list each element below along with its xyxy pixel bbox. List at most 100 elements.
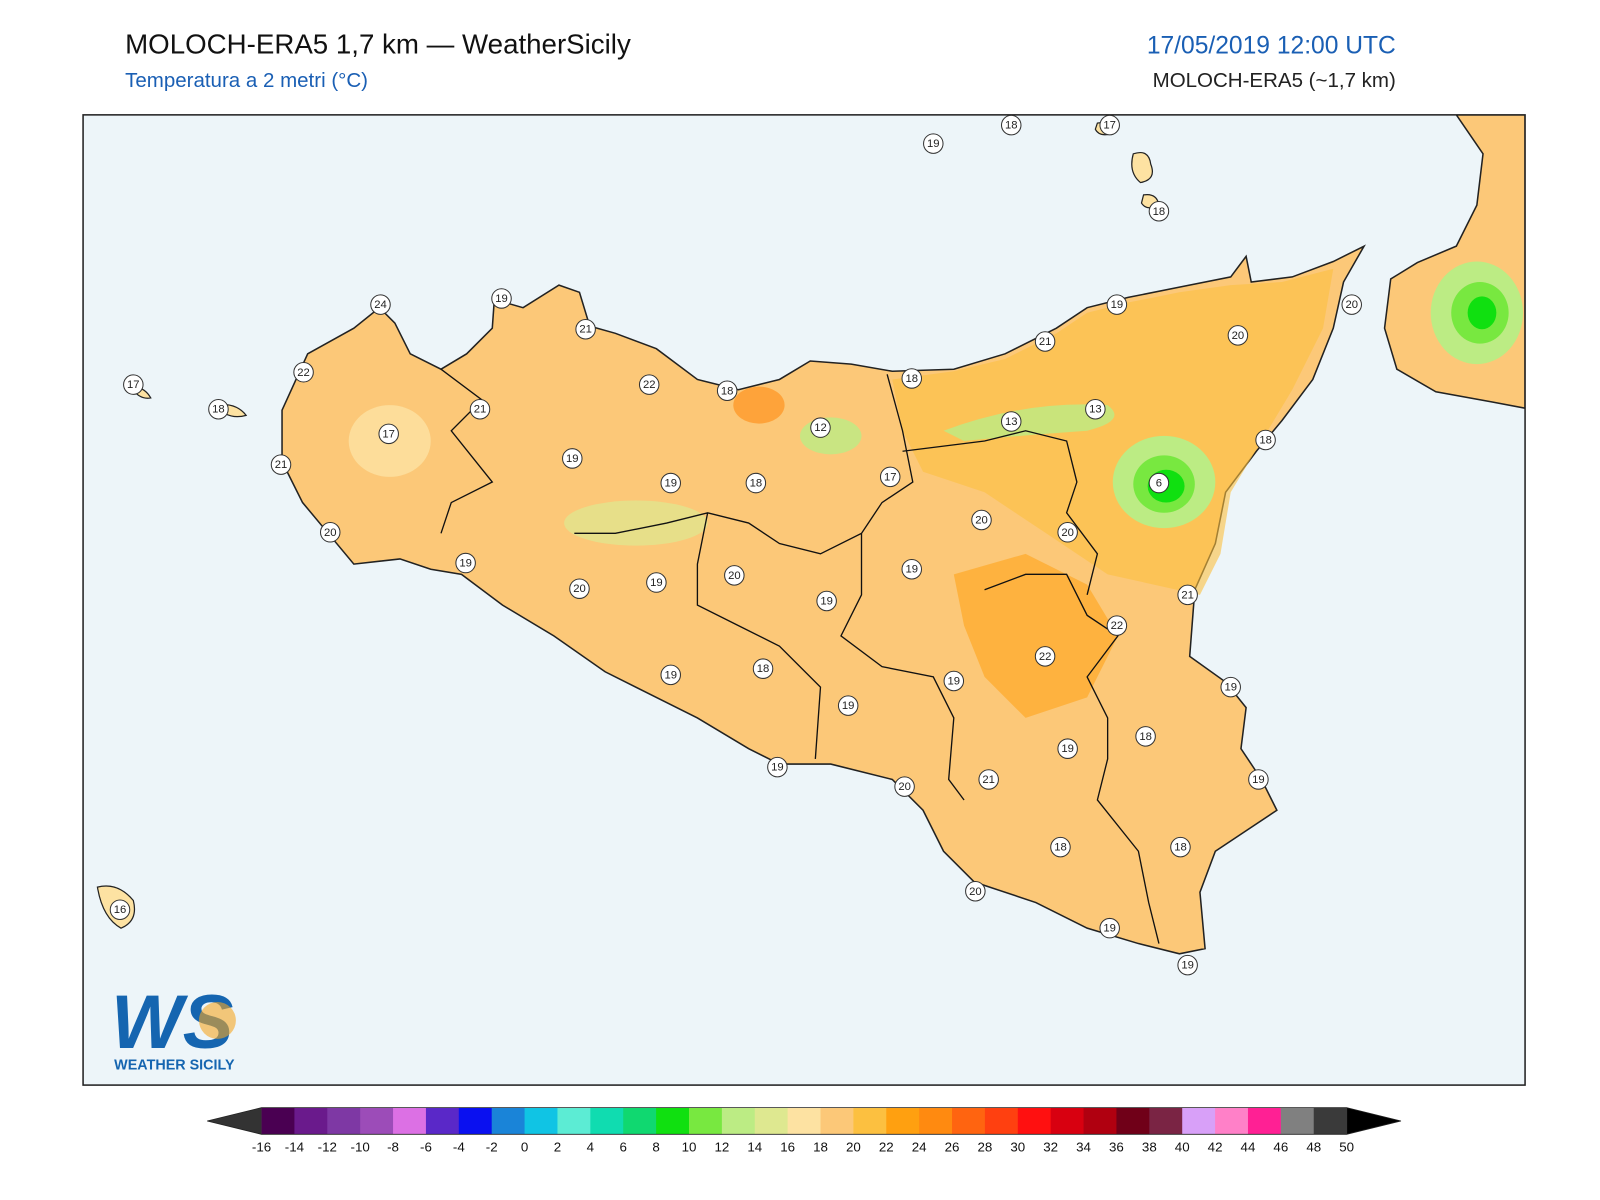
station: 18 [208, 398, 229, 420]
station-value: 18 [1174, 842, 1187, 854]
station: 18 [1255, 429, 1276, 451]
station-marker [1177, 954, 1198, 976]
station: 17 [1099, 114, 1120, 136]
station-value: 6 [1156, 478, 1162, 490]
station-value: 13 [1089, 404, 1102, 416]
station: 21 [1177, 584, 1198, 606]
station-marker [378, 423, 399, 445]
station: 22 [1034, 646, 1056, 667]
station: 20 [724, 565, 745, 586]
station: 20 [1057, 522, 1078, 543]
station-value: 19 [495, 293, 508, 305]
colorbar-tick-label: -2 [486, 1140, 498, 1155]
colorbar-segment [1280, 1107, 1315, 1135]
station-value: 19 [1061, 743, 1074, 755]
station-value: 21 [1039, 336, 1052, 348]
colorbar-tick-label: 8 [652, 1140, 659, 1155]
colorbar-segment [754, 1107, 789, 1135]
station: 21 [270, 454, 292, 475]
station: 19 [1248, 769, 1269, 790]
station-marker [455, 552, 476, 574]
station: 22 [293, 362, 314, 383]
station-marker [1057, 522, 1078, 543]
station: 17 [123, 374, 144, 395]
station: 19 [660, 472, 681, 494]
colorbar-tick-label: 12 [714, 1140, 729, 1155]
stations: 19 18 17 18 24 19 21 19 20 20 21 22 17 18 22 18 18 21 12 13… [109, 114, 1362, 976]
layout: MOLOCH-ERA5 1,7 km — WeatherSicily Tempe… [82, 28, 1526, 1155]
station-value: 18 [750, 478, 763, 490]
station: 19 [1220, 676, 1241, 698]
colorbar-segment [623, 1107, 657, 1135]
logo-text: WEATHER SICILY [114, 1058, 235, 1074]
station-value: 12 [814, 422, 827, 434]
colorbar-segment [656, 1107, 690, 1135]
station-marker [767, 756, 788, 778]
colorbar-segment [853, 1107, 887, 1135]
colorbar-tick-label: -6 [420, 1140, 432, 1155]
datetime: 17/05/2019 12:00 UTC [1147, 32, 1396, 59]
station: 19 [923, 133, 944, 154]
station-marker [575, 318, 596, 340]
colorbar-segment [491, 1107, 526, 1135]
station-marker [293, 362, 314, 383]
colorbar-tick-label: 40 [1175, 1140, 1190, 1155]
logo-sun [198, 1002, 236, 1039]
station-value: 21 [275, 459, 288, 471]
station-value: 20 [573, 583, 586, 595]
station: 21 [1034, 331, 1056, 352]
station-value: 18 [721, 385, 734, 397]
station-marker [837, 695, 859, 716]
station-value: 18 [1259, 434, 1272, 446]
colorbar-tick-label: 2 [554, 1140, 561, 1155]
station-value: 22 [1111, 620, 1124, 632]
station-value: 21 [474, 404, 487, 416]
station-marker [923, 133, 944, 154]
station-marker [971, 509, 992, 531]
colorbar-segment [721, 1107, 756, 1135]
colorbar-tick-label: -12 [318, 1140, 337, 1155]
station-value: 20 [975, 514, 988, 526]
station-value: 21 [982, 774, 995, 786]
station-marker [319, 522, 341, 543]
station-marker [901, 558, 923, 580]
station: 18 [1170, 836, 1191, 858]
station-value: 20 [1061, 527, 1074, 539]
colorbar-over [1346, 1107, 1401, 1135]
station: 19 [660, 664, 681, 686]
map-frame [82, 114, 1526, 1086]
station: 20 [319, 522, 341, 543]
station-marker [1106, 294, 1128, 315]
station-marker [109, 899, 131, 920]
station-marker [1099, 917, 1120, 939]
colorbar-segment [820, 1107, 854, 1135]
colorbar-segment [952, 1107, 986, 1135]
station-marker [569, 578, 590, 599]
station-value: 20 [1345, 299, 1358, 311]
colorbar-tick-label: 6 [620, 1140, 627, 1155]
station-marker [469, 398, 491, 420]
station: 19 [943, 670, 965, 692]
station: 21 [469, 398, 491, 420]
station-marker [1177, 584, 1198, 606]
station-marker [894, 776, 915, 797]
colorbar-tick-label: -10 [351, 1140, 370, 1155]
station-marker [745, 472, 767, 494]
station-value: 17 [1103, 120, 1116, 132]
station: 13 [1000, 411, 1022, 432]
station-value: 13 [1005, 416, 1018, 428]
station-marker [1050, 836, 1071, 858]
station: 18 [745, 472, 767, 494]
station-marker [1000, 114, 1022, 136]
station: 19 [562, 448, 583, 469]
station: 19 [901, 558, 923, 580]
colorbar-under [207, 1107, 262, 1135]
station-value: 16 [114, 904, 127, 916]
title: MOLOCH-ERA5 1,7 km — WeatherSicily [125, 28, 631, 59]
station-value: 17 [127, 379, 140, 391]
colorbar-segment [1215, 1107, 1249, 1135]
station-marker [724, 565, 745, 586]
station-value: 19 [842, 700, 855, 712]
station: 19 [1177, 954, 1198, 976]
